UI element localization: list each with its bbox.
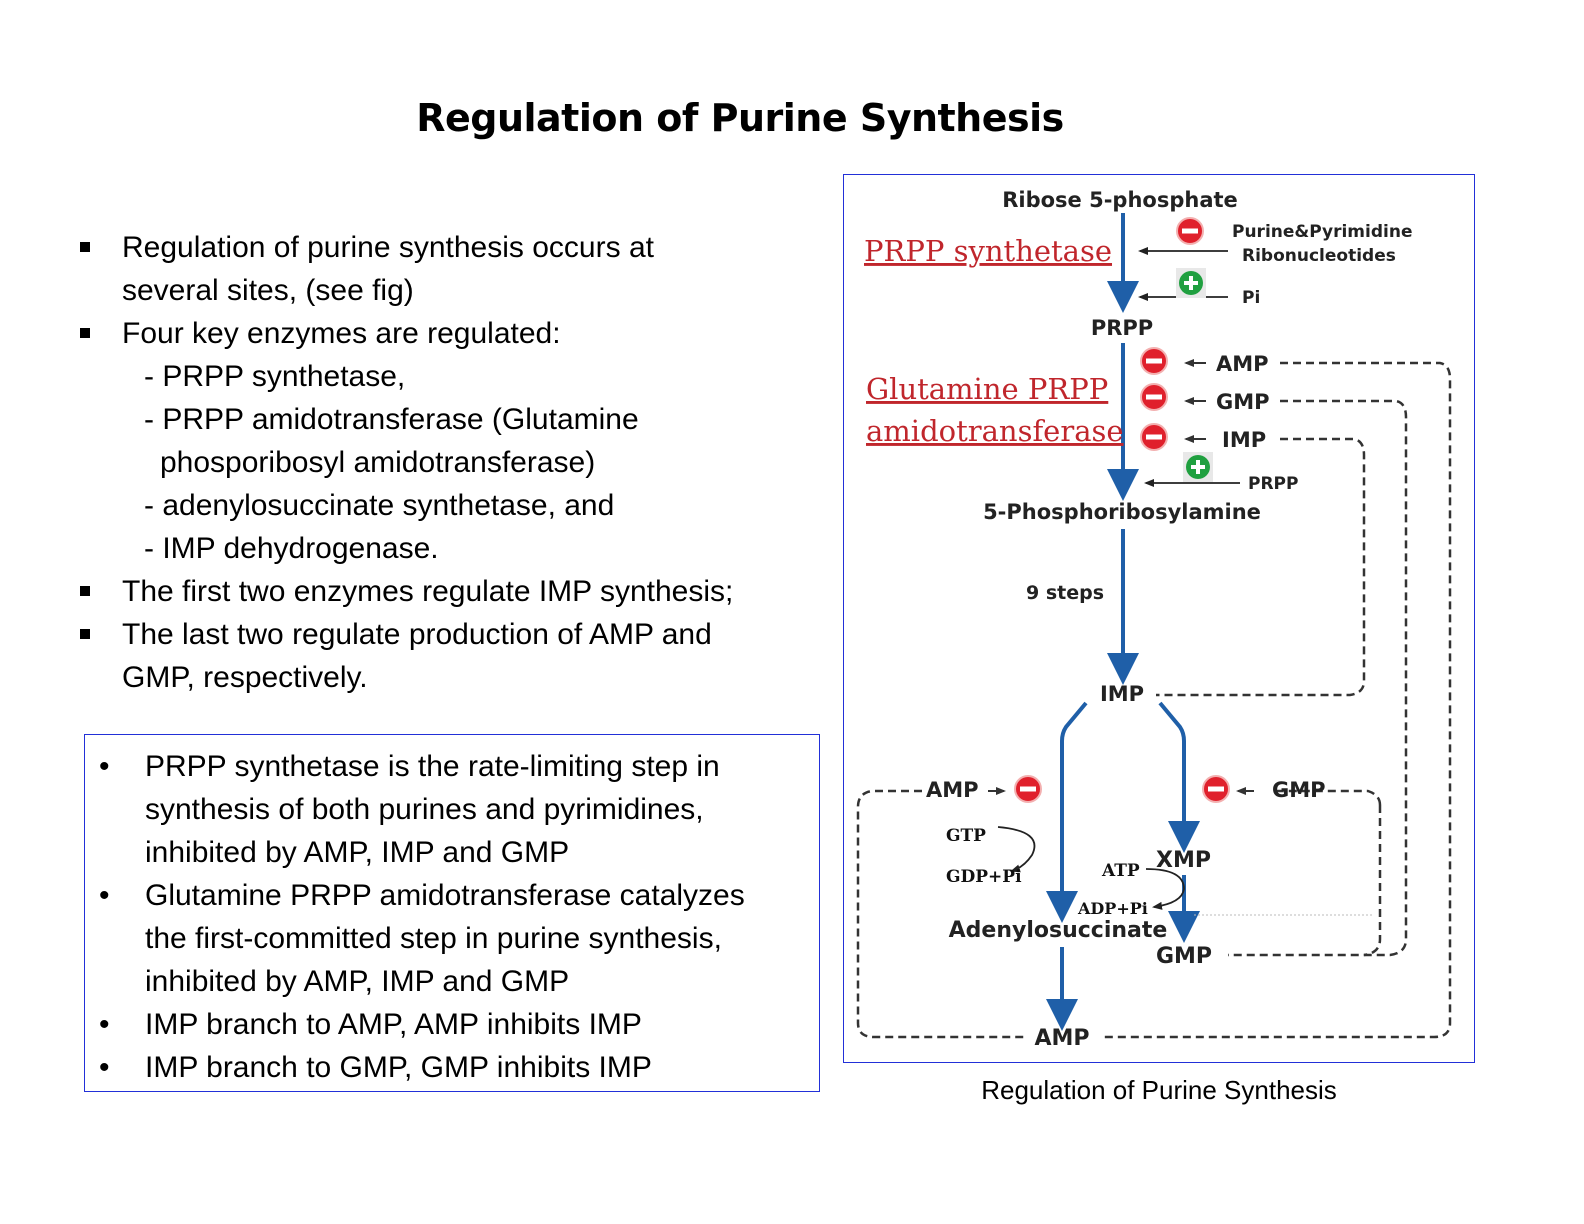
ribose-label: Ribose 5-phosphate (1002, 188, 1238, 212)
prpp-synthetase-label: PRPP synthetase (864, 234, 1112, 268)
summary-continuation: synthesis of both purines and pyrimidine… (145, 793, 704, 826)
inhibit-sign-icon (1202, 775, 1230, 803)
glutamine-prpp-label: Glutamine PRPP (866, 372, 1108, 406)
adp-pi-label: ADP+Pi (1077, 899, 1148, 918)
prpp-label: PRPP (1091, 316, 1153, 340)
gmp-product-label: GMP (1156, 944, 1212, 969)
square-bullet-icon (80, 586, 90, 596)
activate-sign-icon (1176, 268, 1206, 298)
gmp-feedback-label: GMP (1216, 390, 1270, 414)
pi-label: Pi (1242, 288, 1260, 308)
bullet-item: Regulation of purine synthesis occurs at (78, 226, 818, 269)
amp-inhibitor-label: AMP (926, 778, 979, 802)
summary-continuation: inhibited by AMP, IMP and GMP (145, 965, 570, 998)
feedback-dashed-lines (856, 361, 1452, 1039)
xmp-label: XMP (1156, 848, 1211, 873)
purine-pyrimidine-label: Purine&Pyrimidine (1232, 222, 1412, 242)
enzyme-item-continuation: phosporibosyl amidotransferase) (160, 446, 596, 479)
summary-box: • PRPP synthetase is the rate-limiting st… (84, 734, 820, 1092)
phosphoribosylamine-label: 5-Phosphoribosylamine (983, 500, 1261, 524)
page-title: Regulation of Purine Synthesis (416, 96, 1064, 140)
pathway-figure: Ribose 5-phosphate PRPP synthetase Purin… (843, 174, 1475, 1063)
feedback-arrowheads (988, 359, 1254, 795)
enzyme-item: - PRPP amidotransferase (Glutamine (144, 403, 639, 436)
imp-feedback-label: IMP (1222, 428, 1266, 452)
summary-bullet-list: • PRPP synthetase is the rate-limiting st… (85, 745, 815, 1089)
bullet-continuation: GMP, respectively. (122, 661, 368, 694)
bullet-item: The last two regulate production of AMP … (78, 613, 818, 656)
enzyme-item: - adenylosuccinate synthetase, and (144, 489, 615, 522)
summary-item: • Glutamine PRPP amidotransferase catalyz… (85, 874, 815, 917)
figure-caption: Regulation of Purine Synthesis (981, 1075, 1337, 1105)
ribonucleotides-label: Ribonucleotides (1242, 246, 1396, 266)
enzyme-item: - PRPP synthetase, (144, 360, 406, 393)
inhibit-sign-icon (1176, 217, 1204, 245)
summary-continuation: the first-committed step in purine synth… (145, 922, 722, 955)
summary-item: • PRPP synthetase is the rate-limiting st… (85, 745, 815, 788)
enzyme-item: - IMP dehydrogenase. (144, 532, 439, 565)
summary-continuation: inhibited by AMP, IMP and GMP (145, 836, 570, 869)
gdp-pi-label: GDP+Pi (946, 867, 1022, 887)
bullet-continuation: several sites, (see fig) (122, 274, 414, 307)
bullet-dot-icon: • (99, 1008, 110, 1041)
amidotransferase-label: amidotransferase (866, 414, 1124, 448)
atp-label: ATP (1101, 861, 1140, 881)
inhibit-sign-icon (1140, 423, 1168, 451)
inhibit-sign-icon (1140, 383, 1168, 411)
gmp-inhibitor-label: GMP (1272, 778, 1326, 802)
summary-item: • IMP branch to AMP, AMP inhibits IMP (85, 1003, 815, 1046)
square-bullet-icon (80, 242, 90, 252)
square-bullet-icon (80, 629, 90, 639)
bullet-dot-icon: • (99, 879, 110, 912)
bullet-dot-icon: • (99, 750, 110, 783)
main-bullet-list: Regulation of purine synthesis occurs at… (78, 226, 818, 699)
bullet-item: The first two enzymes regulate IMP synth… (78, 570, 818, 613)
gtp-label: GTP (946, 826, 986, 846)
regulator-arrows (997, 247, 1240, 910)
pathway-diagram: Ribose 5-phosphate PRPP synthetase Purin… (856, 188, 1452, 1051)
inhibit-sign-icon (1014, 775, 1042, 803)
amp-feedback-label: AMP (1216, 352, 1269, 376)
inhibit-sign-icon (1140, 347, 1168, 375)
imp-label: IMP (1100, 682, 1144, 706)
bullet-dot-icon: • (99, 1051, 110, 1084)
amp-product-label: AMP (1034, 1026, 1089, 1051)
square-bullet-icon (80, 328, 90, 338)
prpp-activator-label: PRPP (1248, 474, 1298, 494)
activate-sign-icon (1183, 452, 1213, 482)
summary-item: • IMP branch to GMP, GMP inhibits IMP (85, 1046, 815, 1089)
nine-steps-label: 9 steps (1026, 582, 1104, 604)
bullet-item: Four key enzymes are regulated: (78, 312, 818, 355)
adenylosuccinate-label: Adenylosuccinate (949, 918, 1168, 943)
